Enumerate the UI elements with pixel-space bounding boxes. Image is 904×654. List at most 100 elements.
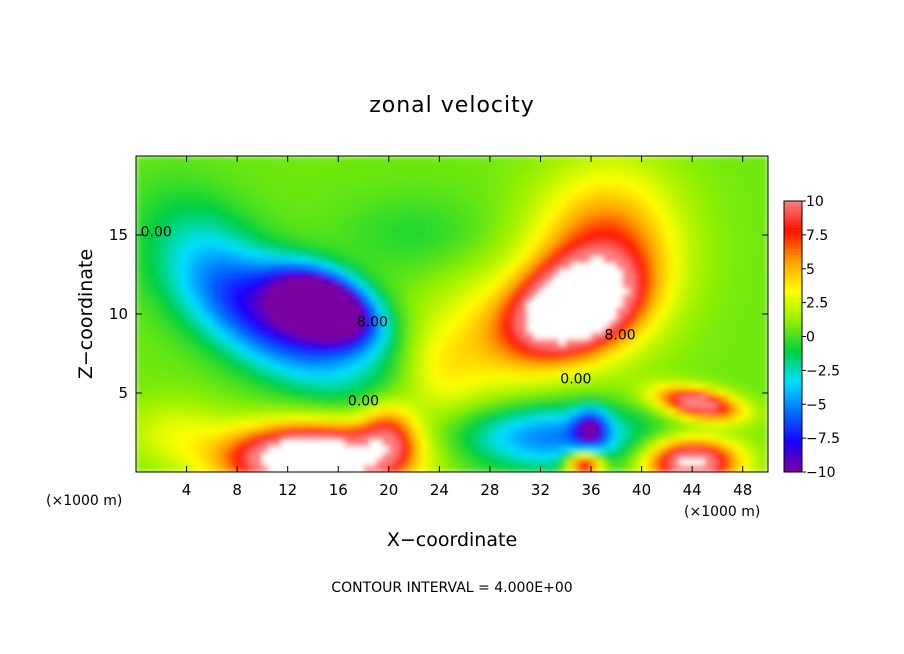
x-tick-label: 28 xyxy=(480,481,499,499)
colorbar-swatch xyxy=(784,327,802,331)
colorbar-swatch xyxy=(784,267,802,271)
colorbar-swatch xyxy=(784,441,802,446)
colorbar-swatch xyxy=(784,348,802,353)
colorbar-swatch xyxy=(784,405,802,410)
colorbar-swatch xyxy=(784,309,802,313)
colorbar-swatch xyxy=(784,429,802,434)
y-axis: 5 10 15 xyxy=(109,226,768,402)
colorbar-swatch xyxy=(784,420,802,425)
y-tick-label: 10 xyxy=(109,305,128,323)
colorbar-swatch xyxy=(784,468,802,473)
colorbar-swatch xyxy=(784,312,802,316)
x-tick-label: 12 xyxy=(278,481,297,499)
x-tick-label: 8 xyxy=(232,481,242,499)
colorbar-swatch xyxy=(784,249,802,253)
colorbar-swatch xyxy=(784,390,802,395)
colorbar-swatch xyxy=(784,276,802,280)
colorbar-swatch xyxy=(784,444,802,449)
colorbar-tick-label: −10 xyxy=(806,465,836,481)
colorbar-swatch xyxy=(784,357,802,362)
x-tick-label: 44 xyxy=(683,481,702,499)
colorbar-swatch xyxy=(784,261,802,265)
colorbar-swatch xyxy=(784,240,802,244)
colorbar-swatch xyxy=(784,456,802,461)
y-axis-label: Z−coordinate xyxy=(75,249,97,379)
colorbar-swatch xyxy=(784,417,802,422)
contour-interval-note: CONTOUR INTERVAL = 4.000E+00 xyxy=(331,580,572,596)
colorbar-swatch xyxy=(784,210,802,214)
colorbar-swatch xyxy=(784,438,802,443)
x-tick-label: 16 xyxy=(329,481,348,499)
colorbar-swatch xyxy=(784,264,802,268)
colorbar-tick-label: 10 xyxy=(806,194,824,210)
contour-label: 8.00 xyxy=(605,327,636,343)
colorbar-swatch xyxy=(784,435,802,440)
colorbar-swatch xyxy=(784,201,802,205)
colorbar-swatch xyxy=(784,375,802,380)
colorbar-swatch xyxy=(784,204,802,208)
y-tick-label: 15 xyxy=(109,226,128,244)
colorbar-swatch xyxy=(784,273,802,277)
colorbar-swatch xyxy=(784,333,802,337)
colorbar-swatch xyxy=(784,225,802,229)
colorbar-swatch xyxy=(784,381,802,386)
colorbar-swatch xyxy=(784,360,802,365)
colorbar-swatch xyxy=(784,399,802,404)
y-tick-label: 5 xyxy=(118,384,128,402)
contour-label: 0.00 xyxy=(560,372,591,388)
colorbar-swatch xyxy=(784,243,802,247)
colorbar-swatch xyxy=(784,459,802,464)
colorbar-swatch xyxy=(784,462,802,467)
colorbar-swatch xyxy=(784,291,802,295)
colorbar-swatch xyxy=(784,393,802,398)
colorbar-tick-label: −7.5 xyxy=(806,431,840,447)
colorbar-swatch xyxy=(784,285,802,289)
colorbar-swatch xyxy=(784,339,802,344)
colorbar-swatch xyxy=(784,402,802,407)
colorbar-swatch xyxy=(784,228,802,232)
x-tick-label: 40 xyxy=(632,481,651,499)
colorbar-swatch xyxy=(784,315,802,319)
colorbar-swatch xyxy=(784,387,802,392)
x-tick-label: 36 xyxy=(581,481,600,499)
colorbar-swatch xyxy=(784,303,802,307)
x-axis: 4 8 12 16 20 24 28 32 36 40 44 48 xyxy=(182,156,752,499)
plot-area xyxy=(136,156,768,472)
colorbar-swatch xyxy=(784,246,802,250)
colorbar-swatch xyxy=(784,465,802,470)
colorbar-swatch xyxy=(784,411,802,416)
contour-labels: 0.00 0.00 0.00 8.00 8.00 xyxy=(141,225,636,410)
x-units-left: (×1000 m) xyxy=(46,493,122,509)
colorbar-swatch xyxy=(784,426,802,431)
colorbar-swatch xyxy=(784,216,802,220)
colorbar-swatch xyxy=(784,369,802,374)
colorbar-swatch xyxy=(784,282,802,286)
colorbar-swatch xyxy=(784,297,802,301)
colorbar-tick-label: −2.5 xyxy=(806,363,840,379)
colorbar-tick-label: 0 xyxy=(806,330,815,346)
colorbar-swatch xyxy=(784,408,802,413)
colorbar-swatch xyxy=(784,318,802,322)
colorbar-swatch xyxy=(784,294,802,298)
chart-title: zonal velocity xyxy=(369,93,535,118)
x-tick-label: 4 xyxy=(182,481,192,499)
colorbar-tick-label: 2.5 xyxy=(806,296,828,312)
colorbar-swatch xyxy=(784,354,802,359)
colorbar-swatch xyxy=(784,252,802,256)
contour-label: 0.00 xyxy=(348,394,379,410)
colorbar-swatch xyxy=(784,222,802,226)
colorbar-swatch xyxy=(784,450,802,455)
colorbar-swatch xyxy=(784,288,802,292)
colorbar-swatch xyxy=(784,231,802,235)
colorbar-swatch xyxy=(784,345,802,350)
colorbar-swatch xyxy=(784,414,802,419)
x-tick-label: 48 xyxy=(733,481,752,499)
colorbar-swatch xyxy=(784,300,802,304)
x-tick-label: 20 xyxy=(379,481,398,499)
colorbar-tick-label: 5 xyxy=(806,262,815,278)
colorbar-swatch xyxy=(784,324,802,328)
colorbar-swatch xyxy=(784,423,802,428)
colorbar-swatch xyxy=(784,219,802,223)
colorbar-swatch xyxy=(784,351,802,356)
x-units-right: (×1000 m) xyxy=(684,504,760,520)
